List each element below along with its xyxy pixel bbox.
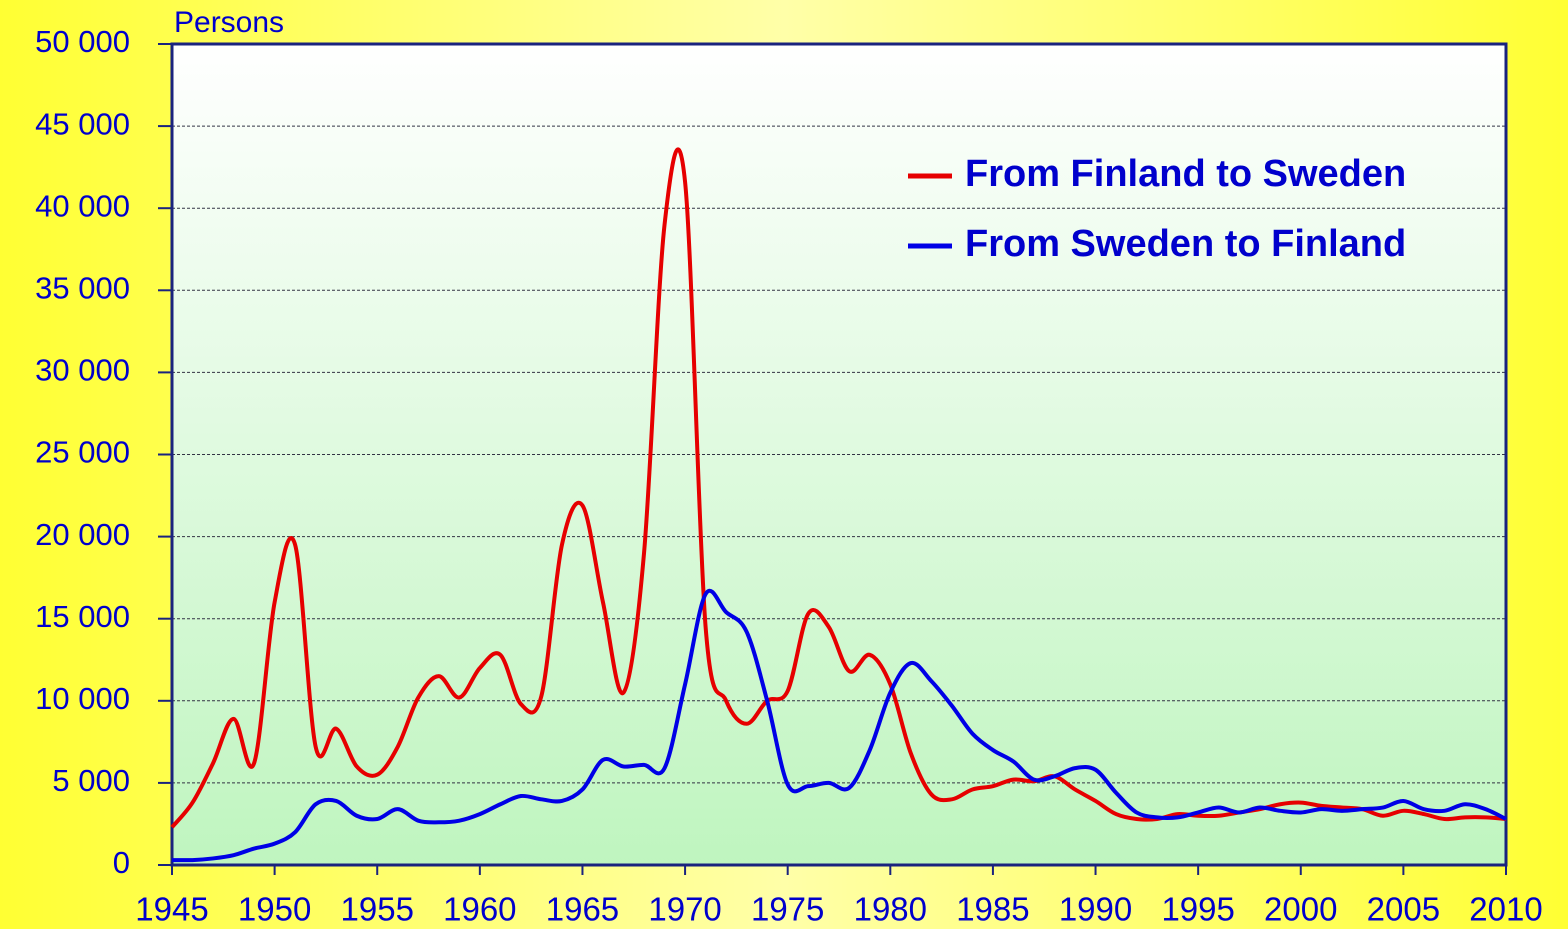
y-tick-label: 40 000 <box>35 188 130 223</box>
legend-label: From Finland to Sweden <box>965 153 1406 195</box>
y-tick-label: 10 000 <box>35 681 130 716</box>
y-tick-label: 5 000 <box>52 763 130 798</box>
y-tick-label: 15 000 <box>35 599 130 634</box>
series-line <box>171 588 1507 863</box>
x-tick-label: 2000 <box>1264 891 1337 928</box>
y-tick-label: 35 000 <box>35 270 130 305</box>
legend-label: From Sweden to Finland <box>965 223 1406 265</box>
y-tick-label: 45 000 <box>35 106 130 141</box>
y-tick-label: 30 000 <box>35 353 130 388</box>
y-tick-label: 50 000 <box>35 24 130 59</box>
x-tick-label: 1975 <box>751 891 824 928</box>
y-tick-label: 20 000 <box>35 517 130 552</box>
x-tick-label: 1990 <box>1059 891 1132 928</box>
y-axis-label: Persons <box>174 6 284 39</box>
y-tick-label: 25 000 <box>35 435 130 470</box>
x-tick-label: 1995 <box>1161 891 1234 928</box>
x-tick-label: 1945 <box>135 891 208 928</box>
x-tick-label: 1950 <box>238 891 311 928</box>
x-tick-label: 2010 <box>1469 891 1542 928</box>
y-tick-label: 0 <box>113 845 130 880</box>
x-tick-label: 1955 <box>341 891 414 928</box>
x-tick-label: 1980 <box>854 891 927 928</box>
x-tick-label: 1970 <box>648 891 721 928</box>
x-tick-label: 1985 <box>956 891 1029 928</box>
x-tick-label: 1960 <box>443 891 516 928</box>
x-tick-label: 2005 <box>1367 891 1440 928</box>
x-tick-label: 1965 <box>546 891 619 928</box>
